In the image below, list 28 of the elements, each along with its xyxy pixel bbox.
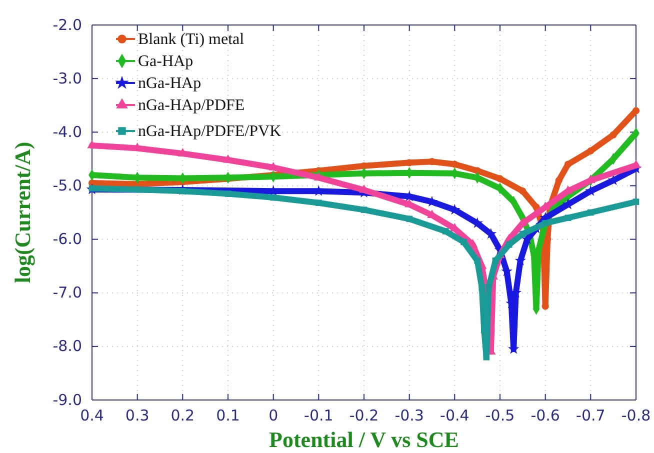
x-tick-label: 0: [268, 406, 278, 425]
y-tick-label: -9.0: [52, 390, 82, 409]
x-tick-label: -0.1: [304, 406, 334, 425]
y-tick-label: -5.0: [52, 176, 82, 195]
y-axis-title: log(Current/A): [10, 142, 35, 284]
x-tick-label: -0.2: [349, 406, 379, 425]
x-tick-label: 0.1: [216, 406, 240, 425]
legend-label: nGa-HAp: [138, 75, 202, 92]
legend-label: nGa-HAp/PDFE: [138, 97, 245, 114]
y-tick-label: -7.0: [52, 284, 82, 302]
legend-label: Ga-HAp: [138, 53, 194, 70]
x-tick-label: -0.3: [394, 406, 424, 425]
x-axis-title: Potential / V vs SCE: [269, 427, 459, 452]
y-tick-label: -3.0: [52, 69, 82, 88]
x-tick-label: 0.4: [80, 406, 104, 425]
y-tick-label: -6.0: [52, 230, 82, 248]
x-tick-label: -0.6: [530, 406, 560, 425]
legend-label: Blank (Ti) metal: [138, 31, 245, 48]
y-tick-label: -2.0: [52, 16, 82, 34]
legend-label: nGa-HAp/PDFE/PVK: [138, 123, 282, 140]
y-tick-label: -4.0: [52, 122, 82, 141]
x-tick-label: 0.3: [125, 406, 150, 425]
y-tick-label: -8.0: [52, 337, 82, 356]
x-tick-label: 0.2: [170, 406, 195, 425]
x-tick-label: -0.7: [576, 406, 606, 425]
x-tick-label: -0.4: [440, 406, 470, 425]
x-tick-label: -0.5: [485, 406, 515, 425]
x-tick-label: -0.8: [621, 406, 651, 425]
